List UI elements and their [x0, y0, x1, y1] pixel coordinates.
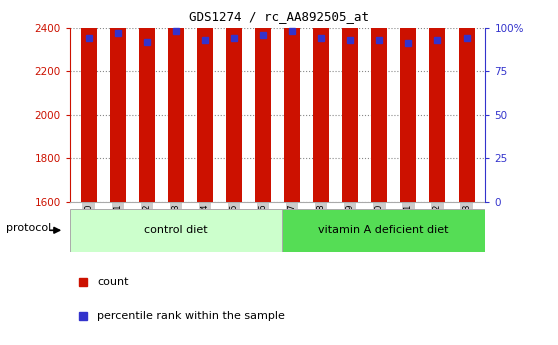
Bar — [284, 0, 300, 202]
Text: percentile rank within the sample: percentile rank within the sample — [97, 311, 285, 321]
Text: protocol: protocol — [6, 223, 51, 233]
Text: vitamin A deficient diet: vitamin A deficient diet — [319, 225, 449, 235]
Bar — [255, 0, 271, 202]
Bar — [226, 0, 242, 202]
Bar — [197, 0, 213, 202]
Text: control diet: control diet — [144, 225, 208, 235]
Bar — [430, 0, 445, 202]
Bar — [372, 0, 387, 202]
Bar — [70, 209, 282, 252]
Bar — [401, 0, 416, 202]
Text: GDS1274 / rc_AA892505_at: GDS1274 / rc_AA892505_at — [189, 10, 369, 23]
Text: count: count — [97, 277, 129, 286]
Bar — [81, 0, 97, 202]
Bar — [313, 0, 329, 202]
Bar — [459, 0, 474, 202]
Bar — [110, 0, 126, 202]
Bar — [342, 0, 358, 202]
Bar — [282, 209, 485, 252]
Bar — [168, 0, 184, 202]
Bar — [139, 0, 155, 202]
